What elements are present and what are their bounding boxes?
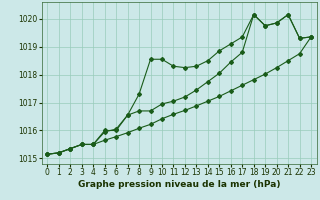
X-axis label: Graphe pression niveau de la mer (hPa): Graphe pression niveau de la mer (hPa) — [78, 180, 280, 189]
